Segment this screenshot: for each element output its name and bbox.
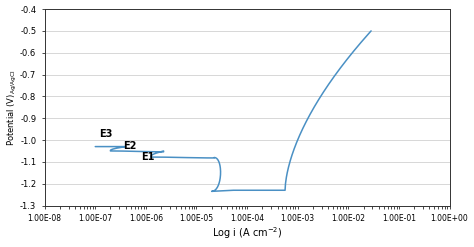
X-axis label: Log i (A cm$^{-2}$): Log i (A cm$^{-2}$) <box>212 226 282 242</box>
Y-axis label: Potential (V)$_{\rm Ag/AgCl}$: Potential (V)$_{\rm Ag/AgCl}$ <box>6 69 18 145</box>
Text: E1: E1 <box>141 152 155 162</box>
Text: E2: E2 <box>123 141 136 151</box>
Text: E3: E3 <box>99 129 113 139</box>
